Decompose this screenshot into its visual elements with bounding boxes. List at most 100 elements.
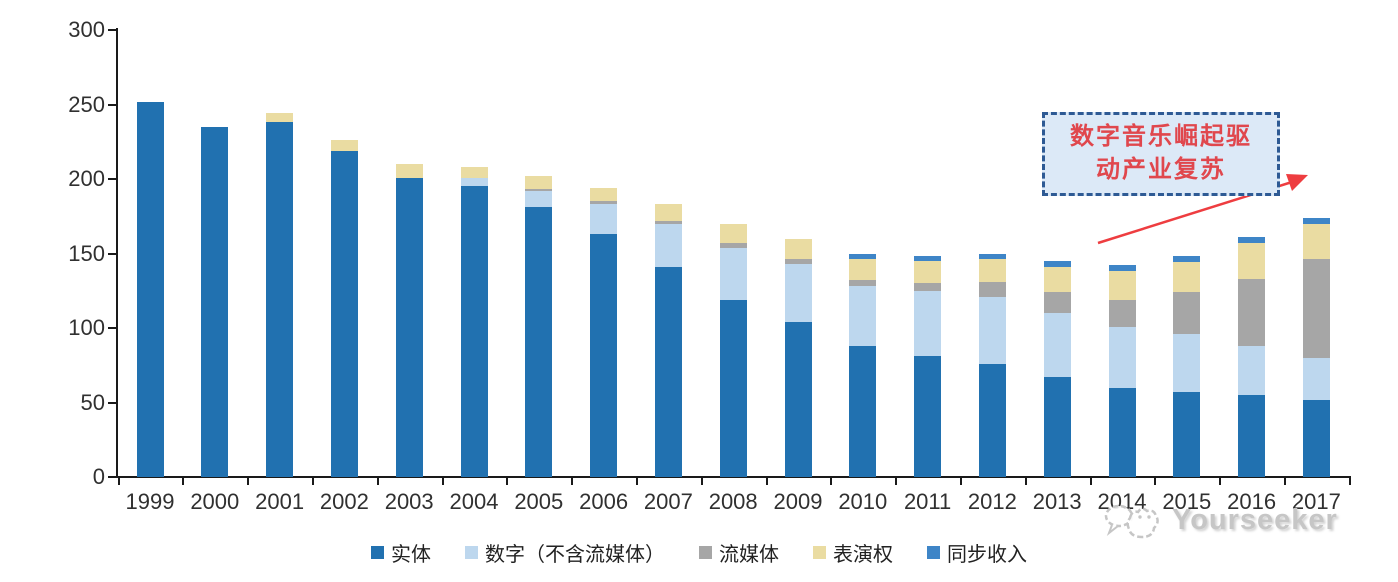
bar-segment-2002 xyxy=(330,140,358,151)
bar-segment-2011 xyxy=(914,260,942,284)
x-axis-tick xyxy=(636,478,638,485)
x-axis-label: 2012 xyxy=(967,489,1017,514)
bar-segment-2014 xyxy=(1108,271,1136,300)
bar-segment-2016 xyxy=(1238,243,1266,279)
x-axis-label: 2001 xyxy=(255,489,305,514)
x-axis-tick xyxy=(376,478,379,485)
x-axis-label: 2000 xyxy=(190,489,240,514)
bar-segment-2013 xyxy=(1043,377,1071,477)
x-axis-tick xyxy=(1219,478,1222,485)
x-axis-label: 2016 xyxy=(1227,489,1277,514)
bar-segment-2010 xyxy=(849,345,877,477)
bar-segment-2013 xyxy=(1043,266,1071,293)
legend-item: 数字（不含流媒体） xyxy=(465,538,665,567)
bar-segment-2016 xyxy=(1238,237,1266,244)
x-axis-label: 2011 xyxy=(903,489,952,514)
x-axis-tick xyxy=(312,478,314,485)
bar-segment-2013 xyxy=(1043,292,1071,314)
bar-segment-2005 xyxy=(525,207,553,477)
x-axis-label: 2006 xyxy=(579,489,629,514)
x-axis-tick xyxy=(571,478,574,485)
legend-swatch-icon xyxy=(465,546,478,559)
x-axis-tick xyxy=(117,478,120,485)
x-axis-label: 2003 xyxy=(384,489,434,514)
bar-segment-2017 xyxy=(1302,259,1330,358)
legend-swatch-icon xyxy=(927,546,940,559)
x-axis-tick xyxy=(182,478,185,485)
x-axis-label: 2004 xyxy=(449,489,499,514)
bar-segment-2017 xyxy=(1302,223,1330,260)
x-axis-label: 2015 xyxy=(1162,489,1212,514)
y-axis-tick xyxy=(108,327,116,329)
y-axis-tick xyxy=(108,252,116,255)
bar-segment-2007 xyxy=(654,220,682,224)
x-axis-label: 2009 xyxy=(773,489,823,514)
bar-segment-2008 xyxy=(719,247,747,300)
bar-segment-2014 xyxy=(1108,299,1136,327)
annotation-text-line2: 动产业复苏 xyxy=(1096,157,1226,183)
bar-segment-2006 xyxy=(590,234,618,477)
bar-segment-2014 xyxy=(1108,326,1136,388)
x-axis-label: 2002 xyxy=(319,489,369,514)
bar-segment-2005 xyxy=(525,190,553,208)
legend-item: 表演权 xyxy=(813,538,893,567)
bar-segment-2009 xyxy=(784,238,812,260)
bar-segment-2008 xyxy=(719,243,747,248)
legend-label: 表演权 xyxy=(833,544,893,566)
x-axis-label: 2017 xyxy=(1291,489,1341,514)
bar-segment-2012 xyxy=(978,259,1006,282)
bar-segment-2005 xyxy=(525,176,553,190)
x-axis-tick xyxy=(700,478,703,485)
x-axis-line xyxy=(114,476,1351,478)
bar-segment-2009 xyxy=(784,322,812,477)
bar-segment-2007 xyxy=(654,204,682,221)
x-axis-tick xyxy=(830,478,833,485)
y-axis-label: 50 xyxy=(80,389,105,415)
y-axis-tick xyxy=(108,29,116,31)
legend-swatch-icon xyxy=(371,546,384,559)
x-axis-tick xyxy=(765,478,768,485)
bar-segment-2013 xyxy=(1043,313,1071,378)
legend-item: 流媒体 xyxy=(699,538,779,567)
x-axis-tick xyxy=(506,478,509,485)
bar-segment-2007 xyxy=(654,266,682,477)
bar-segment-2009 xyxy=(784,263,812,323)
bar-segment-2008 xyxy=(719,223,747,244)
x-axis-tick xyxy=(1024,478,1027,485)
y-axis-line xyxy=(116,28,118,478)
legend-swatch-icon xyxy=(813,546,826,559)
legend-item: 实体 xyxy=(371,538,431,567)
bar-segment-2017 xyxy=(1302,399,1330,477)
bar-segment-2007 xyxy=(654,223,682,267)
legend-label: 实体 xyxy=(391,544,431,566)
bar-segment-2016 xyxy=(1238,395,1266,477)
bar-segment-2016 xyxy=(1238,345,1266,396)
bar-segment-2006 xyxy=(590,204,618,235)
y-axis-tick xyxy=(108,401,116,404)
bar-segment-2015 xyxy=(1173,256,1201,263)
annotation-text-line1: 数字音乐崛起驱 xyxy=(1070,124,1252,150)
x-axis-tick xyxy=(247,478,250,485)
bar-segment-2004 xyxy=(460,167,488,178)
bar-segment-2000 xyxy=(201,126,229,477)
x-axis-tick xyxy=(1348,478,1351,485)
x-axis-label: 2013 xyxy=(1032,489,1082,514)
bar-segment-2013 xyxy=(1043,260,1071,267)
y-axis-label: 200 xyxy=(68,166,105,191)
y-axis-tick xyxy=(108,103,116,106)
bar-segment-2012 xyxy=(978,253,1006,260)
legend-item: 同步收入 xyxy=(927,538,1027,567)
bar-segment-2009 xyxy=(784,259,812,264)
bar-segment-2004 xyxy=(460,177,488,187)
y-axis-tick xyxy=(108,476,116,478)
bar-segment-2015 xyxy=(1173,262,1201,293)
bar-segment-2004 xyxy=(460,186,488,477)
bar-segment-2011 xyxy=(914,290,942,357)
bar-segment-2011 xyxy=(914,256,942,261)
bar-segment-2012 xyxy=(978,296,1006,364)
x-axis-tick xyxy=(1154,478,1157,485)
bar-segment-2011 xyxy=(914,283,942,291)
bar-segment-2014 xyxy=(1108,387,1136,477)
bar-segment-2003 xyxy=(395,164,423,178)
x-axis-label: 2010 xyxy=(838,489,888,514)
